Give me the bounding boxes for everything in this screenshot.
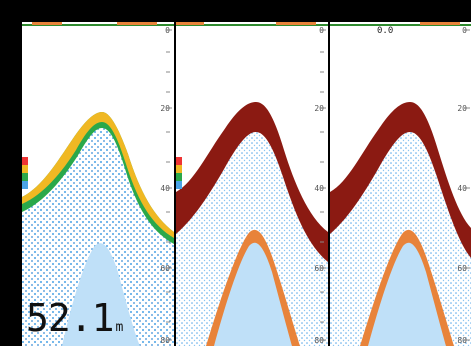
scale-label: 20 xyxy=(160,104,170,113)
surface-bar xyxy=(117,22,157,25)
offset-label: 0.0 xyxy=(377,26,394,36)
color-scale xyxy=(176,157,182,165)
surface-bar xyxy=(420,22,460,25)
bottom-echo-core xyxy=(22,112,174,238)
scale-label: 60 xyxy=(160,264,170,273)
scale-label: 40 xyxy=(314,184,324,193)
surface-bar xyxy=(176,22,204,25)
depth-value: 52.1 xyxy=(26,296,115,340)
depth-readout: 52.1 m xyxy=(26,296,124,340)
scale-label: 40 xyxy=(160,184,170,193)
scale-label: 0 xyxy=(319,26,324,35)
depth-unit: m xyxy=(115,320,124,335)
echogram-panel-1: 0 20 40 60 80 52.1 m xyxy=(22,22,174,346)
bottom-echo-band xyxy=(330,102,471,258)
echogram-2-graphic xyxy=(176,22,328,346)
scale-label: 60 xyxy=(314,264,324,273)
scale-label: 20 xyxy=(457,104,467,113)
color-scale xyxy=(22,157,28,165)
echogram-panel-3: 0.0 0 20 40 60 80 xyxy=(330,22,471,346)
scale-label: 80 xyxy=(457,336,467,345)
scale-label: 20 xyxy=(314,104,324,113)
echogram-panel-2: 0 20 40 60 80 xyxy=(176,22,328,346)
echogram-3-graphic xyxy=(330,22,471,346)
scale-label: 60 xyxy=(457,264,467,273)
surface-bar xyxy=(32,22,62,25)
scale-label: 40 xyxy=(457,184,467,193)
inner-arch xyxy=(62,243,140,346)
scale-label: 0 xyxy=(462,26,467,35)
scale-label: 0 xyxy=(165,26,170,35)
surface-bar xyxy=(276,22,316,25)
bottom-echo-band xyxy=(176,102,328,262)
echogram-1-graphic xyxy=(22,22,174,346)
scale-label: 80 xyxy=(314,336,324,345)
scale-label: 80 xyxy=(160,336,170,345)
